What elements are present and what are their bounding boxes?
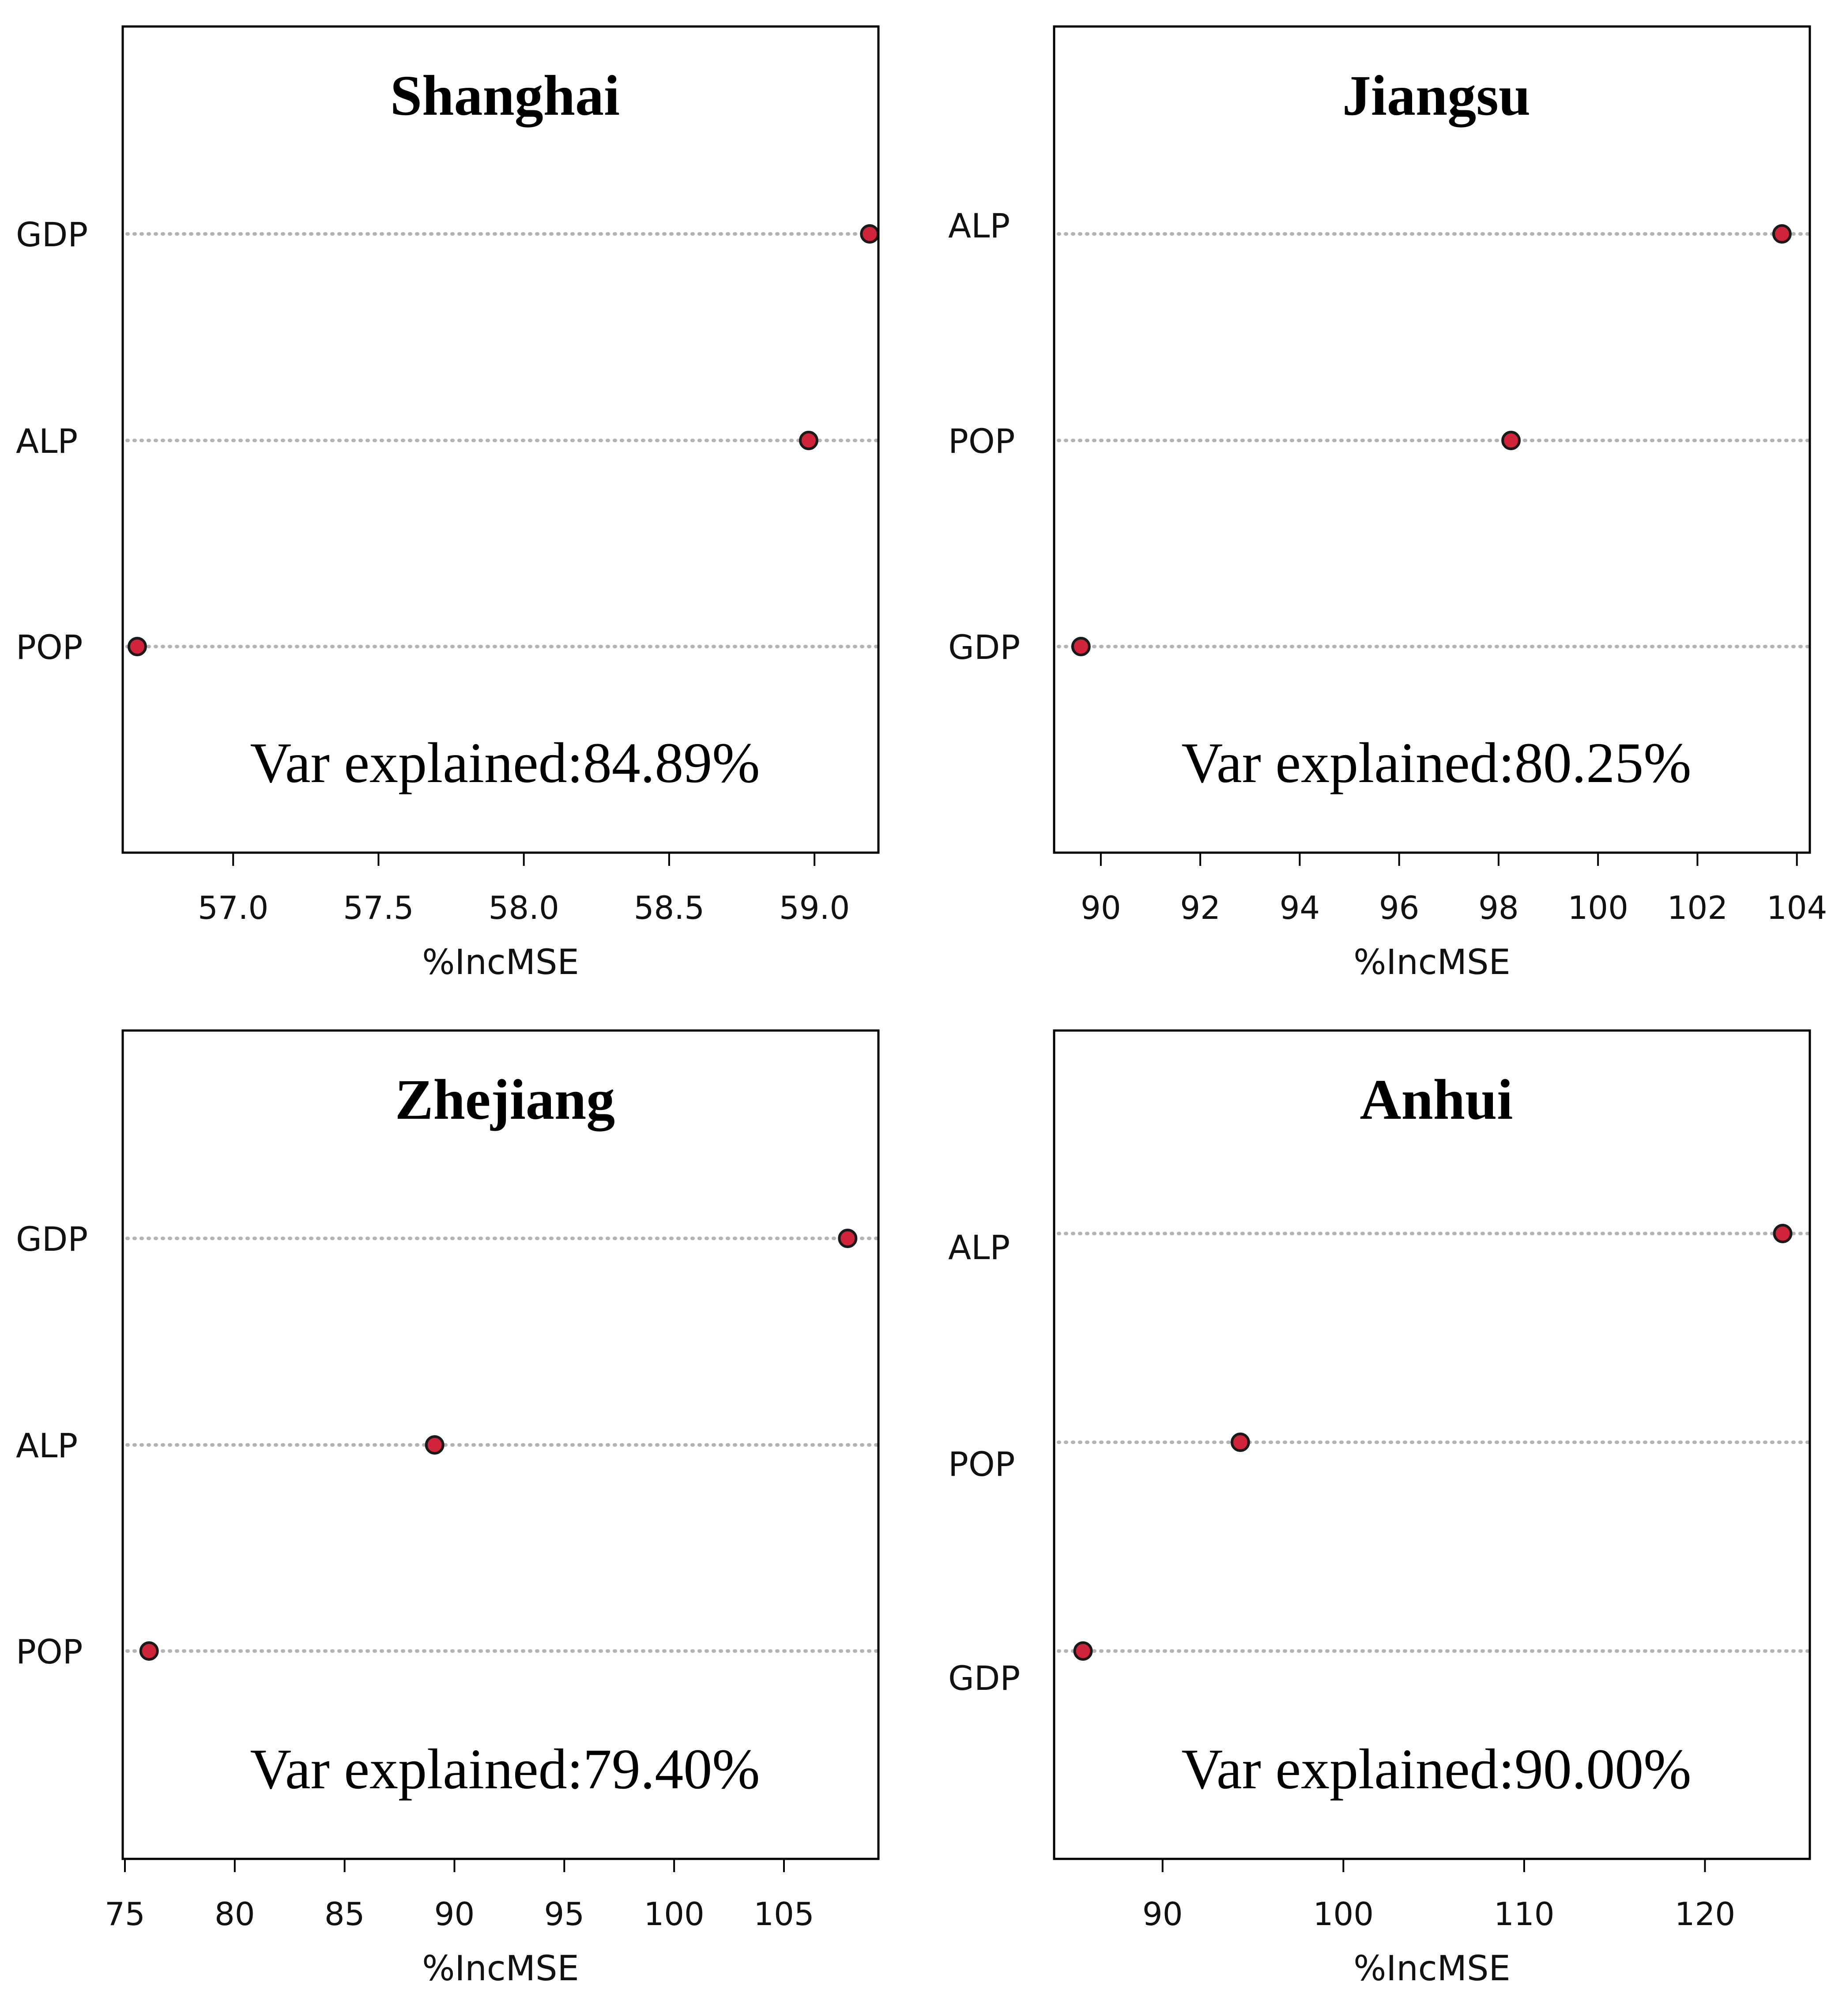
- x-tick-label: 98: [1478, 889, 1519, 926]
- x-tick-label: 100: [1567, 889, 1628, 926]
- panel-zhejiang: GDP ALP POP 75 80 85 90 95 100 105 Zhejiang Var exp…: [16, 1029, 880, 1989]
- panel-shanghai: GDP ALP POP 57.0 57.5 58.0 58.5 59.0 Shanghai Var…: [16, 25, 880, 982]
- x-tick-label: 75: [105, 1896, 145, 1933]
- var-explained-note: Var explained:80.25%: [1181, 731, 1691, 795]
- category-label: ALP: [948, 206, 1010, 245]
- data-point-alp: [799, 431, 818, 450]
- category-label: GDP: [16, 215, 88, 254]
- x-tick-label: 58.0: [489, 889, 559, 926]
- category-label: POP: [948, 421, 1015, 461]
- data-point-gdp: [860, 224, 880, 244]
- category-label: ALP: [16, 1426, 78, 1465]
- data-point-gdp: [838, 1229, 858, 1248]
- x-tick-label: 100: [644, 1896, 704, 1933]
- category-label: ALP: [16, 421, 78, 461]
- data-point-pop: [127, 637, 147, 656]
- panel-title: Jiangsu: [1342, 64, 1530, 128]
- x-tick-label: 80: [215, 1896, 255, 1933]
- x-tick-label: 58.5: [634, 889, 705, 926]
- x-tick-label: 105: [753, 1896, 814, 1933]
- x-tick-label: 120: [1675, 1896, 1735, 1933]
- x-tick-label: 57.0: [198, 889, 268, 926]
- x-tick-label: 96: [1379, 889, 1420, 926]
- data-point-alp: [1772, 224, 1792, 244]
- panel-anhui: ALP POP GDP 90 100 110 120 Anhui Var explained:9…: [948, 1029, 1811, 1989]
- panel-jiangsu: ALP POP GDP 90 92 94 96 98 100 102 104 Jiangsu Var e…: [948, 25, 1827, 982]
- var-explained-note: Var explained:90.00%: [1181, 1738, 1691, 1801]
- x-tick-label: 85: [324, 1896, 365, 1933]
- x-tick-label: 100: [1313, 1896, 1374, 1933]
- data-point-gdp: [1071, 637, 1091, 656]
- category-label: ALP: [948, 1228, 1010, 1267]
- x-tick-label: 95: [544, 1896, 585, 1933]
- x-tick-label: 102: [1667, 889, 1728, 926]
- x-tick-label: 94: [1280, 889, 1320, 926]
- panel-title: Shanghai: [390, 64, 620, 128]
- x-axis-title: %IncMSE: [422, 1949, 579, 1989]
- x-tick-label: 90: [1142, 1896, 1183, 1933]
- x-axis-title: %IncMSE: [1353, 1949, 1511, 1989]
- x-tick-label: 90: [434, 1896, 475, 1933]
- category-label: POP: [948, 1444, 1015, 1484]
- data-point-pop: [1501, 431, 1521, 450]
- x-tick-label: 110: [1494, 1896, 1554, 1933]
- x-axis-title: %IncMSE: [422, 943, 579, 982]
- x-tick-label: 59.0: [779, 889, 850, 926]
- data-point-gdp: [1073, 1641, 1093, 1661]
- category-label: GDP: [948, 1659, 1020, 1698]
- data-point-alp: [425, 1435, 445, 1455]
- x-tick-label: 92: [1180, 889, 1221, 926]
- data-point-pop: [1230, 1433, 1250, 1452]
- x-axis-title: %IncMSE: [1353, 943, 1511, 982]
- panel-title: Zhejiang: [395, 1068, 615, 1132]
- var-explained-note: Var explained:84.89%: [250, 731, 760, 795]
- category-label: POP: [16, 628, 83, 667]
- panel-title: Anhui: [1360, 1068, 1513, 1132]
- x-tick-label: 57.5: [343, 889, 414, 926]
- data-point-pop: [139, 1641, 159, 1661]
- category-label: POP: [16, 1632, 83, 1671]
- x-tick-label: 104: [1767, 889, 1827, 926]
- data-point-alp: [1773, 1224, 1793, 1243]
- category-label: GDP: [948, 628, 1020, 667]
- plot-frame: [1053, 1029, 1811, 1860]
- var-explained-note: Var explained:79.40%: [250, 1738, 760, 1801]
- category-label: GDP: [16, 1219, 88, 1259]
- x-tick-label: 90: [1081, 889, 1121, 926]
